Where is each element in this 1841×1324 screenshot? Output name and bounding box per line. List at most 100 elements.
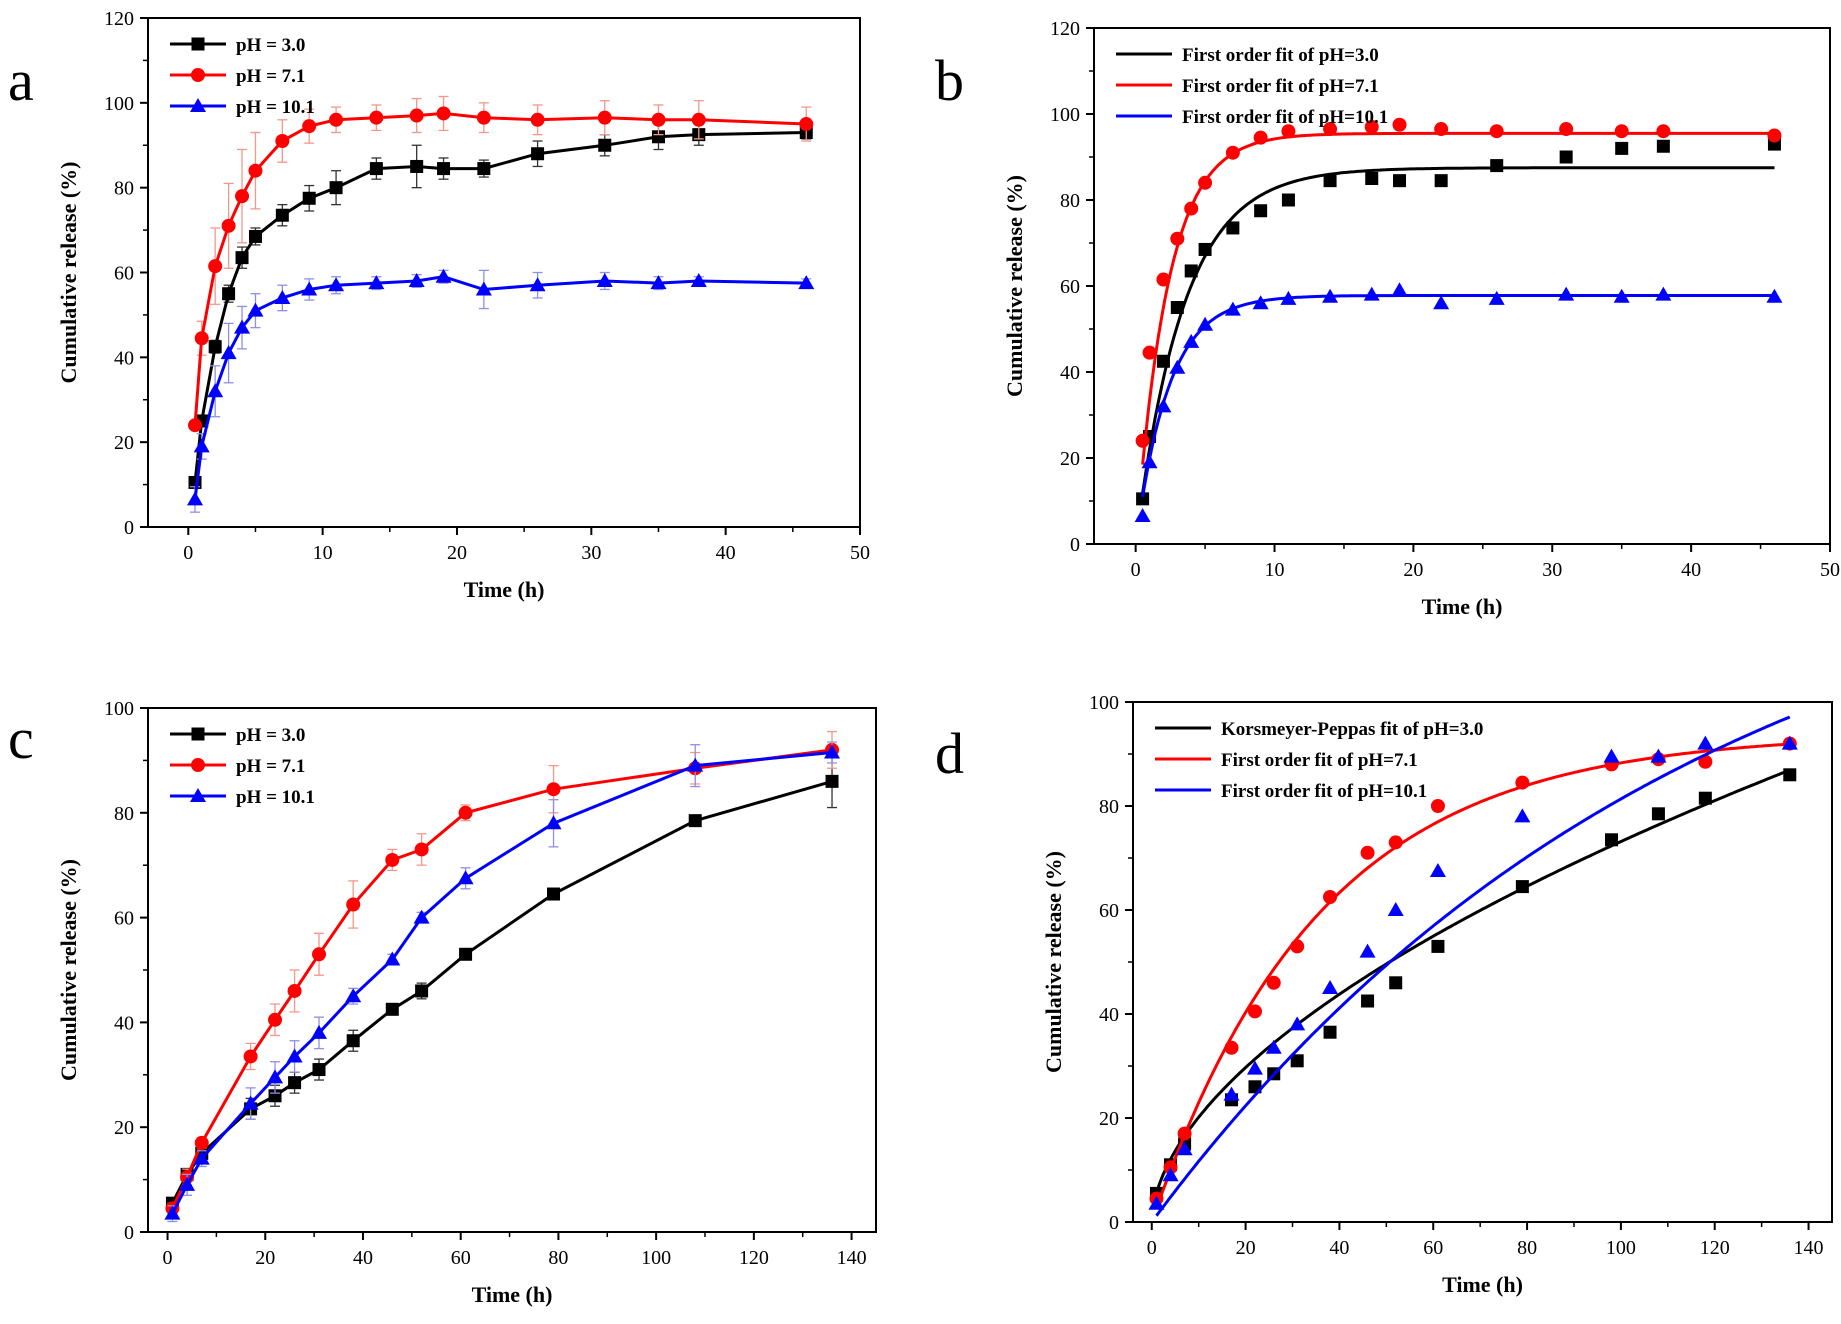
data-point [436,106,451,121]
data-point [312,1063,326,1077]
chart-panel-b: 0 10 20 30 40 50 0 20 40 60 80 100 120 Time (h) Cumula… [1002,18,1840,619]
data-point [1247,1004,1262,1019]
y-tick-label: 100 [1089,692,1119,714]
data-point [1155,398,1172,413]
data-point [302,191,316,205]
data-point [1559,150,1573,164]
data-point [248,163,263,178]
data-point [1365,172,1379,185]
data-point [597,110,612,125]
x-tick-label: 80 [1517,1237,1537,1259]
data-point [1360,845,1375,860]
data-point [302,119,317,134]
data-point [274,289,291,304]
data-point [1781,735,1798,750]
data-point [1489,124,1504,139]
data-point [1322,288,1339,303]
x-tick-label: 20 [1403,559,1423,581]
data-point [1767,128,1782,143]
data-point [1515,775,1530,790]
data-point [1156,272,1171,287]
data-point [286,1048,303,1063]
data-point [546,782,561,797]
series-line [193,131,807,483]
data-point [476,110,491,125]
data-point [415,984,429,998]
x-tick-label: 40 [353,1247,373,1269]
data-point [408,272,425,287]
data-point [1515,880,1529,894]
x-tick-label: 0 [1147,1237,1157,1259]
series-0 [188,123,813,489]
data-point [651,112,666,127]
data-point [687,757,704,772]
x-tick-label: 0 [163,1247,173,1269]
data-point [547,887,561,901]
data-point [275,134,290,149]
data-point [1388,835,1403,850]
data-point [1391,282,1408,297]
x-tick-label: 30 [581,542,601,564]
y-axis-label: Cumulative release (%) [1041,851,1066,1073]
y-tick-label: 40 [1099,1004,1119,1026]
x-axis-label: Time (h) [472,1282,553,1307]
y-tick-label: 20 [1099,1108,1119,1130]
data-point [435,268,452,283]
data-point [1364,119,1379,134]
x-tick-label: 40 [716,542,736,564]
data-point [301,281,318,296]
data-point [248,229,262,243]
y-tick-label: 120 [104,8,134,30]
y-tick-label: 80 [114,178,134,200]
data-point [1183,333,1200,348]
data-point [1698,754,1713,769]
legend-label: pH = 10.1 [236,787,315,808]
data-point [409,108,424,123]
x-tick-label: 0 [183,542,193,564]
data-point [1605,833,1619,847]
data-point [691,112,706,127]
y-tick-label: 40 [114,1012,134,1034]
data-point [1184,264,1198,278]
data-point [1392,117,1407,132]
data-point [1656,139,1670,153]
data-point [1323,890,1338,904]
x-tick-label: 140 [1794,1237,1824,1259]
data-point [179,1176,196,1191]
x-tick-label: 100 [1606,1237,1636,1259]
data-point [235,251,249,265]
data-point [1290,1054,1304,1068]
legend-label: Korsmeyer-Peppas fit of pH=3.0 [1221,719,1483,740]
data-point [1393,174,1407,188]
legend-label: First order fit of pH=7.1 [1182,76,1379,97]
data-point [1142,345,1157,360]
x-tick-label: 80 [548,1247,568,1269]
data-point [458,805,473,820]
data-point [1614,124,1629,139]
data-point [1136,492,1150,506]
y-tick-label: 40 [1060,362,1080,384]
y-tick-label: 80 [114,803,134,825]
series-0 [1149,768,1797,1200]
data-point [247,302,264,317]
data-point [414,842,429,857]
data-point [545,815,562,830]
x-tick-label: 10 [313,542,333,564]
panel-label-d: d [935,721,964,786]
data-point [1490,159,1504,173]
data-point [1134,508,1151,523]
y-tick-label: 60 [114,263,134,285]
legend-marker [191,727,205,741]
data-point [1148,1195,1165,1210]
data-point [311,1024,328,1039]
y-tick-label: 0 [1070,534,1080,556]
y-tick-label: 0 [124,1222,134,1244]
panel-label-a: a [8,48,34,113]
y-axis-label: Cumulative release (%) [56,162,81,384]
x-tick-label: 120 [739,1247,769,1269]
y-tick-label: 20 [114,432,134,454]
data-point [312,947,327,962]
data-point [596,272,613,287]
data-point [267,1069,284,1084]
data-point [242,1095,259,1110]
